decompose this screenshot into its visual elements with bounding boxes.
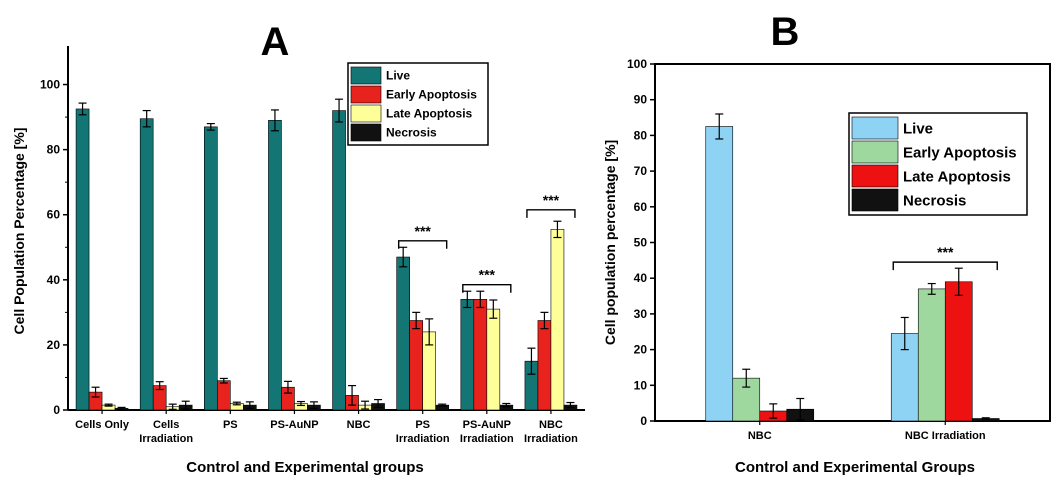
y-axis-label: Cell Population Percentage [%]: [11, 128, 27, 335]
legend-swatch: [350, 104, 382, 123]
chart-a: A 0 20 40 60 80 100 Control and Experimental gr…: [11, 20, 585, 476]
y-tick-label: 20: [634, 343, 648, 357]
significance-bracket: [462, 284, 512, 293]
x-tick-label: NBC: [539, 419, 563, 431]
y-tick-label: 0: [53, 403, 60, 417]
legend-swatch: [350, 66, 382, 85]
panel-label: B: [771, 10, 800, 54]
legend-label: Necrosis: [903, 192, 966, 209]
y-tick-label: 80: [634, 128, 648, 142]
bar: [409, 320, 423, 411]
chart-b: B 0 10 20 30 40 50 60 70 80 90 100 Control and Exper…: [602, 10, 1051, 476]
bar: [537, 320, 552, 411]
x-tick-label: Cells: [153, 419, 179, 431]
bar: [268, 120, 282, 411]
legend-label: Live: [903, 120, 933, 137]
significance-bracket: [397, 240, 448, 249]
significance-label: ***: [543, 192, 560, 208]
y-tick-label: 90: [634, 93, 648, 107]
y-tick-label: 100: [627, 57, 647, 71]
bar: [486, 308, 501, 411]
panel-label: A: [261, 20, 290, 64]
x-tick-label: PS-AuNP: [463, 419, 511, 431]
y-axis-label: Cell population percentage [%]: [602, 140, 618, 345]
y-tick-label: 50: [634, 236, 648, 250]
x-tick-label: Cells Only: [75, 419, 130, 431]
legend-label: Late Apoptosis: [386, 107, 473, 121]
significance-label: ***: [937, 244, 954, 260]
x-axis-label: Control and Experimental Groups: [735, 459, 975, 476]
y-tick-label: 60: [47, 208, 61, 222]
significance-bracket: [526, 209, 576, 218]
legend-swatch: [350, 85, 382, 104]
significance-label: ***: [479, 267, 496, 283]
x-tick-label: Irradiation: [460, 433, 514, 445]
x-tick-label: PS-AuNP: [270, 419, 318, 431]
y-tick-label: 70: [634, 164, 648, 178]
legend-label: Late Apoptosis: [903, 168, 1011, 185]
y-tick-label: 40: [47, 273, 61, 287]
significance-bracket: [892, 261, 998, 271]
x-tick-label: NBC: [748, 430, 772, 442]
y-tick-label: 10: [634, 378, 648, 392]
x-tick-label: NBC Irradiation: [905, 430, 986, 442]
legend-label: Early Apoptosis: [386, 88, 477, 102]
x-tick-label: Irradiation: [139, 433, 193, 445]
x-tick-label: NBC: [347, 419, 371, 431]
bar: [396, 256, 410, 411]
y-tick-label: 0: [640, 414, 647, 428]
legend-swatch: [851, 140, 899, 164]
legend-swatch: [851, 164, 899, 188]
x-tick-label: Irradiation: [396, 433, 450, 445]
legend-label: Live: [386, 69, 410, 83]
bar: [460, 299, 475, 411]
significance-label: ***: [415, 223, 432, 239]
legend-swatch: [350, 123, 382, 142]
bar: [217, 380, 231, 411]
bar: [473, 299, 488, 411]
bar: [705, 126, 734, 422]
bar: [944, 281, 973, 422]
bar: [550, 229, 565, 411]
bar: [332, 110, 346, 411]
x-tick-label: PS: [223, 419, 238, 431]
legend-label: Necrosis: [386, 126, 437, 140]
y-tick-label: 60: [634, 200, 648, 214]
legend-label: Early Apoptosis: [903, 144, 1017, 161]
y-tick-label: 100: [40, 78, 60, 92]
y-tick-label: 40: [634, 271, 648, 285]
x-tick-label: PS: [415, 419, 430, 431]
legend-swatch: [851, 188, 899, 212]
bar: [75, 108, 90, 411]
y-tick-label: 20: [47, 338, 61, 352]
legend-swatch: [851, 116, 899, 140]
bar: [917, 288, 946, 422]
y-tick-label: 80: [47, 143, 61, 157]
x-axis-label: Control and Experimental groups: [186, 459, 424, 476]
y-tick-label: 30: [634, 307, 648, 321]
bar: [139, 118, 154, 411]
bar: [204, 126, 218, 411]
x-tick-label: Irradiation: [524, 433, 578, 445]
